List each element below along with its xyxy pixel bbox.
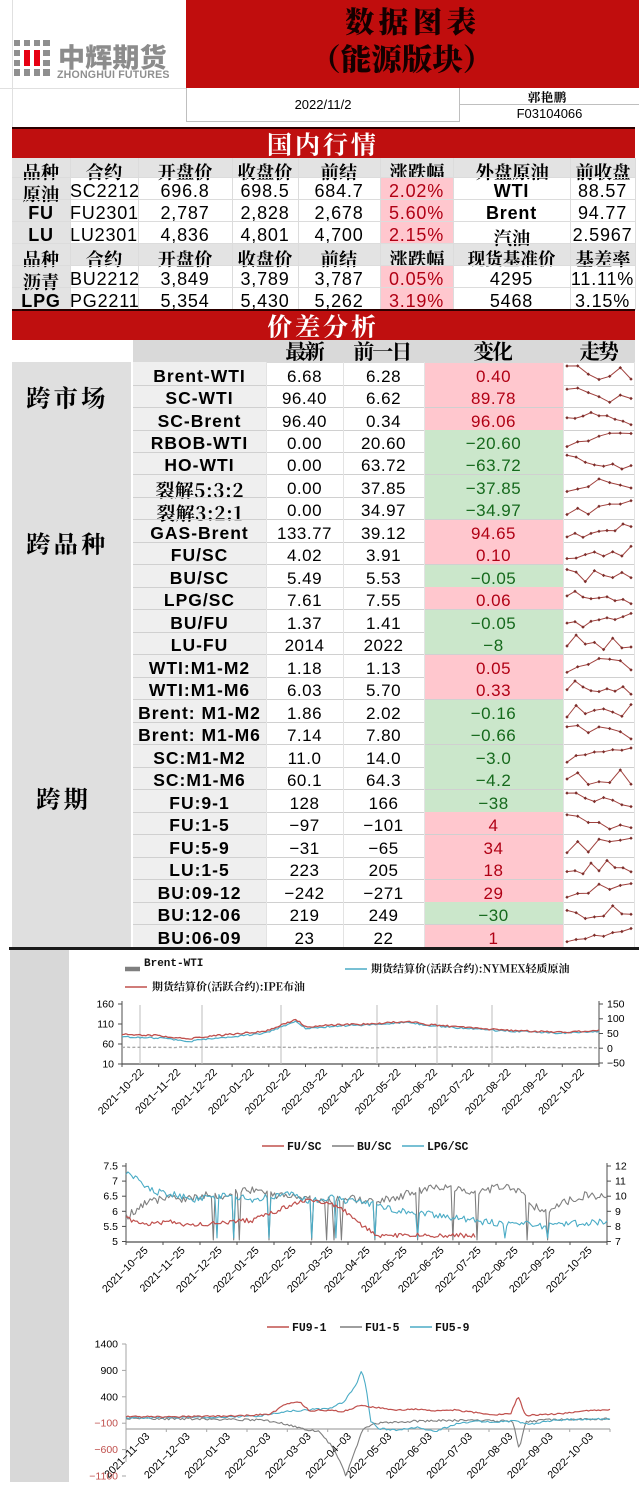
svg-text:FU/SC: FU/SC bbox=[287, 1141, 322, 1154]
svg-text:5.5: 5.5 bbox=[103, 1221, 118, 1233]
svg-text:10: 10 bbox=[615, 1191, 627, 1203]
svg-text:8: 8 bbox=[615, 1221, 621, 1233]
svg-text:150: 150 bbox=[607, 999, 625, 1011]
svg-text:400: 400 bbox=[100, 1391, 118, 1403]
svg-text:7.5: 7.5 bbox=[103, 1161, 118, 1173]
svg-text:11: 11 bbox=[615, 1176, 626, 1188]
svg-text:−1100: −1100 bbox=[89, 1471, 118, 1483]
svg-text:5: 5 bbox=[112, 1236, 118, 1248]
svg-text:−100: −100 bbox=[94, 1418, 118, 1430]
svg-text:7: 7 bbox=[112, 1176, 118, 1188]
svg-text:6.5: 6.5 bbox=[103, 1191, 118, 1203]
svg-text:LPG/SC: LPG/SC bbox=[427, 1141, 469, 1154]
svg-text:0: 0 bbox=[607, 1043, 613, 1055]
svg-text:6: 6 bbox=[112, 1206, 118, 1218]
svg-text:50: 50 bbox=[607, 1028, 619, 1040]
svg-text:110: 110 bbox=[97, 1019, 114, 1031]
svg-text:−600: −600 bbox=[94, 1444, 118, 1456]
svg-text:FU1-5: FU1-5 bbox=[365, 1322, 400, 1335]
svg-text:60: 60 bbox=[102, 1039, 114, 1051]
svg-text:BU/SC: BU/SC bbox=[357, 1141, 392, 1154]
svg-text:FU9-1: FU9-1 bbox=[292, 1322, 327, 1335]
svg-text:7: 7 bbox=[615, 1236, 621, 1248]
svg-text:12: 12 bbox=[615, 1161, 627, 1173]
svg-text:FU5-9: FU5-9 bbox=[435, 1322, 470, 1335]
svg-text:9: 9 bbox=[615, 1206, 621, 1218]
svg-text:160: 160 bbox=[96, 999, 114, 1011]
svg-text:10: 10 bbox=[102, 1059, 114, 1071]
svg-text:1400: 1400 bbox=[95, 1339, 119, 1351]
svg-text:−50: −50 bbox=[607, 1058, 625, 1070]
svg-text:100: 100 bbox=[607, 1013, 625, 1025]
svg-text:900: 900 bbox=[100, 1365, 118, 1377]
